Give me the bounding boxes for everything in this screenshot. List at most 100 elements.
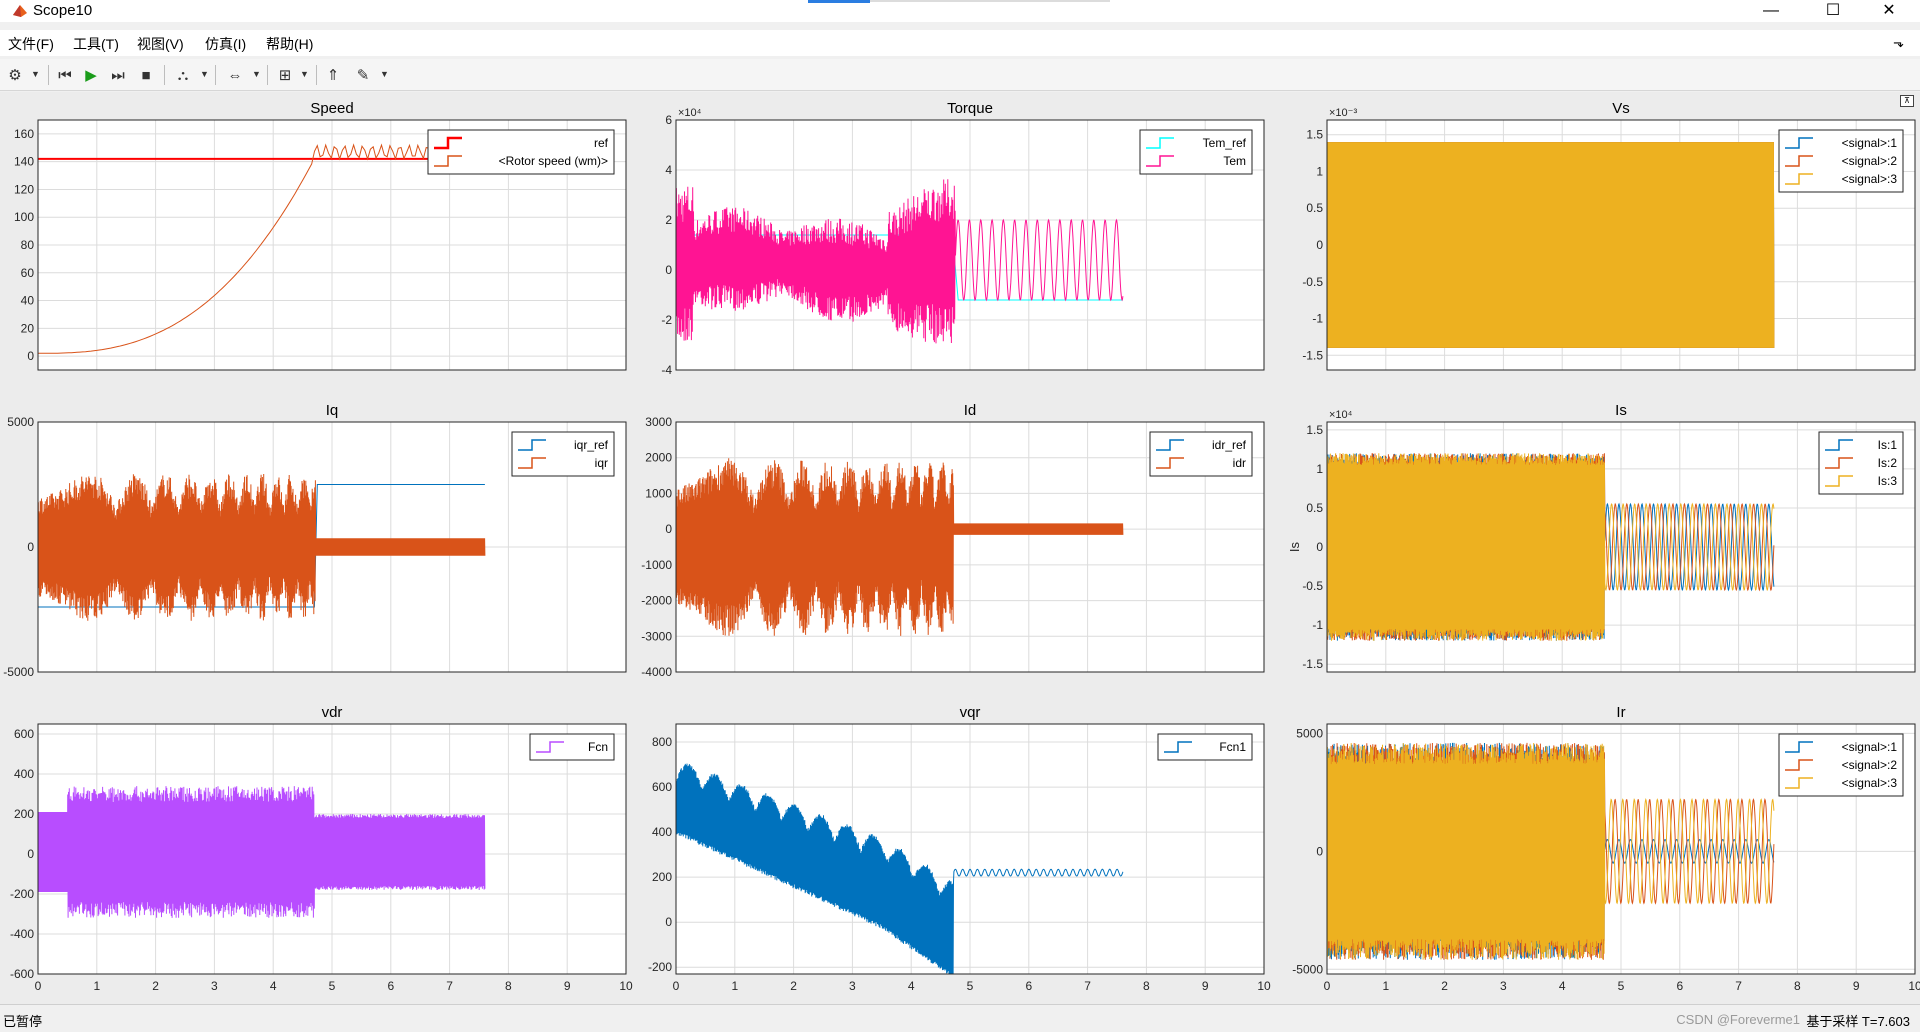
y-tick-label: 3000 [645, 415, 672, 429]
axes-frame [675, 723, 1265, 975]
menu-file[interactable]: 文件(F) [8, 36, 54, 52]
y-tick-label: 600 [652, 780, 672, 794]
highlight-dropdown-icon[interactable]: ▼ [200, 69, 209, 79]
y-tick-label: 40 [21, 294, 35, 308]
x-tick-label: 9 [1202, 979, 1209, 993]
step-forward-icon[interactable]: ⏭ [111, 66, 125, 84]
x-tick-label: 1 [1382, 979, 1389, 993]
axes-title: Torque [947, 100, 993, 117]
gear-icon[interactable]: ⚙ [8, 67, 22, 84]
title-accent-light [870, 0, 1110, 2]
legend-label: <Rotor speed (wm)> [499, 154, 608, 168]
x-tick-label: 3 [211, 979, 218, 993]
axes-frame [675, 119, 1265, 371]
toolbar-separator [164, 65, 165, 85]
close-button[interactable]: ✕ [1882, 2, 1896, 19]
series-line-Is:3 [1327, 453, 1775, 641]
scope-plot-area: ⊼ Speed 160 140 120 100 80 60 40 20 0 ref <Rotor sp… [0, 92, 1920, 1004]
axes-title: Speed [310, 100, 353, 117]
y-tick-label: -5000 [1292, 962, 1323, 976]
series-line-Fcn1 [676, 763, 1124, 974]
y-tick-label: 160 [14, 127, 34, 141]
window-title: Scope10 [33, 2, 93, 19]
style-dropdown-icon[interactable]: ▼ [380, 69, 389, 79]
fit-dropdown-icon[interactable]: ▼ [300, 69, 309, 79]
x-tick-label: 4 [908, 979, 915, 993]
legend-box [1818, 431, 1904, 495]
highlight-icon[interactable]: ⛬ [177, 66, 189, 84]
y-tick-label: -0.5 [1302, 579, 1323, 593]
y-tick-label: -1000 [641, 558, 672, 572]
axes-frame [37, 723, 627, 975]
y-tick-label: -0.5 [1302, 275, 1323, 289]
toolbar-separator [215, 65, 216, 85]
step-back-icon[interactable]: ⏮ [58, 66, 72, 84]
style-icon[interactable]: ✎ [356, 67, 370, 84]
x-tick-label: 2 [152, 979, 159, 993]
series-line-Fcn [38, 786, 486, 918]
legend-label: Is:3 [1878, 474, 1898, 488]
legend-box [1157, 733, 1253, 761]
y-tick-label: -4 [661, 363, 672, 377]
y-tick-label: 120 [14, 182, 34, 196]
pin-icon[interactable]: ⬎ [1893, 35, 1904, 50]
menu-help[interactable]: 帮助(H) [266, 36, 314, 52]
run-icon[interactable]: ▶ [85, 67, 97, 84]
x-tick-label: 1 [93, 979, 100, 993]
legend-swatch [1146, 155, 1174, 167]
legend-label: Fcn [588, 740, 608, 754]
legend-label: ref [594, 136, 609, 150]
x-tick-label: 7 [1084, 979, 1091, 993]
stop-icon[interactable]: ■ [141, 66, 151, 84]
x-tick-label: 6 [387, 979, 394, 993]
menu-tools[interactable]: 工具(T) [73, 36, 119, 52]
toolbar-separator [267, 65, 268, 85]
legend: ref <Rotor speed (wm)> [427, 129, 615, 175]
maximize-button[interactable]: ☐ [1825, 2, 1841, 19]
x-tick-label: 5 [967, 979, 974, 993]
legend-label: Fcn1 [1219, 740, 1246, 754]
legend: Tem_ref Tem [1139, 129, 1253, 175]
y-tick-label: 4 [665, 163, 672, 177]
status-bar: 已暂停 CSDN @Foreverme1 基于采样 T=7.603 [0, 1004, 1920, 1032]
x-tick-label: 9 [564, 979, 571, 993]
trigger-icon[interactable]: ⇑ [326, 67, 340, 84]
toolbar: ⚙ ▼ ⏮ ▶ ⏭ ■ ⛬ ▼ ⇔ ▼ ⊞ ▼ ⇑ ✎ ▼ [0, 59, 1920, 91]
axes-id: Id 3000 2000 1000 0 -1000 -2000 -3000 -4000 idr_r… [641, 402, 1265, 679]
axes-frame [37, 119, 627, 371]
minimize-button[interactable]: — [1763, 2, 1779, 19]
y-tick-label: 0 [665, 522, 672, 536]
menu-simulation[interactable]: 仿真(I) [205, 36, 247, 52]
legend-label: <signal>:1 [1842, 136, 1898, 150]
axes-title: Vs [1612, 100, 1630, 117]
undock-icon[interactable]: ⊼ [1900, 95, 1914, 107]
legend-swatch [1785, 741, 1813, 753]
legend-label: <signal>:1 [1842, 740, 1898, 754]
x-tick-label: 3 [849, 979, 856, 993]
y-tick-label: -2000 [641, 594, 672, 608]
fit-icon[interactable]: ⊞ [278, 67, 292, 84]
x-tick-label: 9 [1853, 979, 1860, 993]
zoom-dropdown-icon[interactable]: ▼ [252, 69, 261, 79]
axes-frame [1326, 119, 1916, 371]
axes-frame [675, 421, 1265, 673]
legend-box [529, 733, 615, 761]
y-tick-label: 1.5 [1306, 128, 1323, 142]
y-tick-label: 0 [1316, 540, 1323, 554]
y-tick-label: -5000 [3, 665, 34, 679]
x-tick-label: 6 [1676, 979, 1683, 993]
settings-dropdown-icon[interactable]: ▼ [31, 69, 40, 79]
x-tick-label: 5 [1618, 979, 1625, 993]
legend-swatch [1156, 439, 1184, 451]
y-tick-label: -1 [1312, 618, 1323, 632]
y-tick-label: 800 [652, 735, 672, 749]
x-tick-label: 10 [1257, 979, 1271, 993]
y-tick-label: 2000 [645, 451, 672, 465]
x-tick-label: 1 [731, 979, 738, 993]
axes-title: vdr [322, 704, 343, 721]
y-tick-label: 600 [14, 727, 34, 741]
menu-bar: 文件(F) 工具(T) 视图(V) 仿真(I) 帮助(H) ⬎ [0, 30, 1920, 56]
menu-view[interactable]: 视图(V) [137, 36, 184, 52]
zoom-icon[interactable]: ⇔ [227, 66, 243, 84]
